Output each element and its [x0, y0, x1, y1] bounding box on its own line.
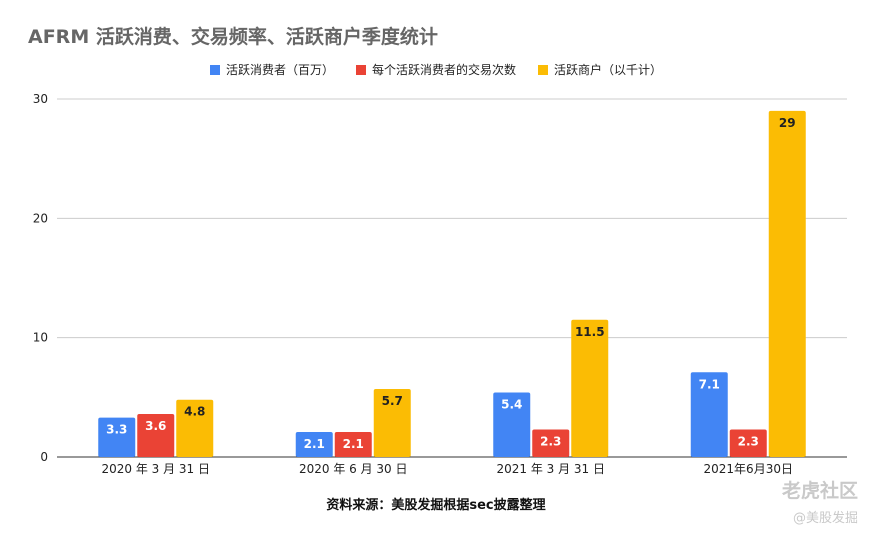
bar	[373, 388, 411, 457]
bar	[690, 372, 728, 457]
y-tick-label: 20	[33, 211, 48, 225]
bar-value-label: 4.8	[184, 405, 205, 419]
legend-label-consumers: 活跃消费者（百万）	[225, 63, 334, 77]
bar-value-label: 3.3	[106, 423, 127, 437]
watermark-community: 老虎社区	[781, 480, 858, 502]
bar-value-label: 5.7	[382, 394, 403, 408]
legend-swatch-merchants	[538, 64, 548, 75]
y-tick-label: 10	[33, 331, 48, 345]
bar	[768, 110, 806, 457]
bar	[334, 431, 372, 457]
legend-item-transactions: 每个活跃消费者的交易次数	[355, 61, 516, 78]
x-tick-label: 2020 年 6 月 30 日	[299, 462, 408, 476]
bar-value-label: 2.3	[738, 435, 759, 449]
x-tick-label: 2020 年 3 月 31 日	[101, 462, 210, 476]
bar-value-label: 11.5	[575, 325, 605, 339]
legend-label-merchants: 活跃商户（以千计）	[554, 63, 663, 77]
legend-swatch-transactions	[355, 64, 366, 75]
chart-legend: 活跃消费者（百万） 每个活跃消费者的交易次数 活跃商户（以千计）	[0, 61, 872, 78]
bar-value-label: 3.6	[145, 419, 166, 433]
y-tick-label: 0	[40, 450, 48, 464]
bar	[176, 399, 214, 457]
watermark-handle: @美股发掘	[792, 511, 858, 526]
bar	[571, 319, 609, 457]
legend-label-transactions: 每个活跃消费者的交易次数	[371, 63, 516, 77]
source-note: 资料来源：美股发掘根据sec披露整理	[326, 498, 546, 513]
bar-value-label: 7.1	[699, 377, 720, 391]
bar-value-label: 5.4	[501, 398, 522, 412]
bar	[137, 414, 175, 457]
x-tick-label: 2021 年 3 月 31 日	[496, 462, 605, 476]
legend-item-merchants: 活跃商户（以千计）	[538, 61, 662, 78]
legend-swatch-consumers	[209, 64, 220, 75]
bar	[98, 417, 136, 457]
bar	[729, 429, 767, 457]
bar-value-label: 2.3	[540, 435, 561, 449]
chart-title: AFRM 活跃消费、交易频率、活跃商户季度统计	[28, 26, 438, 48]
bar	[493, 392, 531, 457]
bar	[532, 429, 570, 457]
bar-value-label: 29	[779, 116, 796, 130]
bar	[295, 431, 333, 457]
x-tick-label: 2021年6月30日	[704, 462, 793, 476]
legend-item-consumers: 活跃消费者（百万）	[209, 61, 334, 78]
y-tick-label: 30	[33, 92, 48, 106]
bar-value-label: 2.1	[304, 437, 325, 451]
bar-value-label: 2.1	[343, 437, 364, 451]
